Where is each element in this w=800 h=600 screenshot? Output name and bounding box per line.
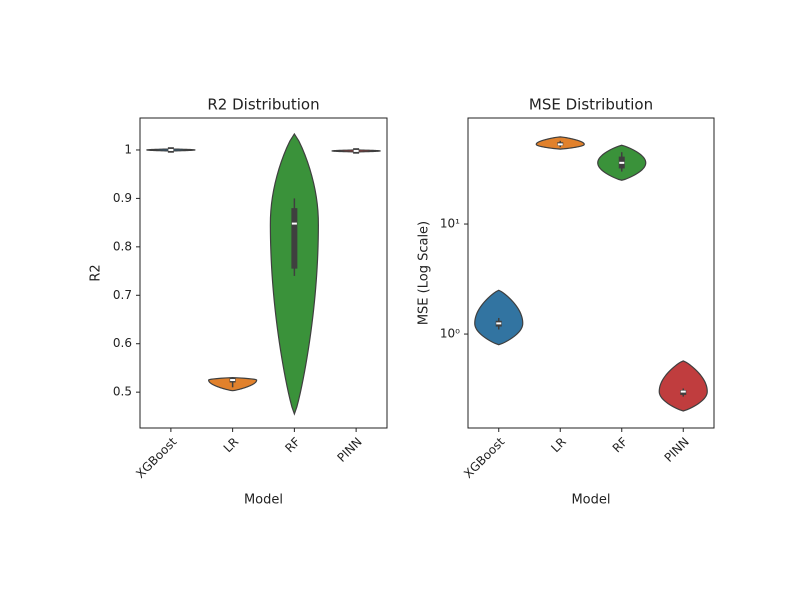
- x-tick-label: XGBoost: [133, 434, 179, 480]
- y-axis-label: R2: [89, 264, 104, 281]
- violin: [474, 289, 524, 346]
- x-axis-label: Model: [244, 493, 283, 508]
- x-tick-label: RF: [610, 435, 631, 456]
- x-tick-label: LR: [548, 435, 569, 456]
- x-tick-label: LR: [221, 435, 242, 456]
- y-tick-label: 0.6: [113, 336, 132, 350]
- chart-title: R2 Distribution: [207, 96, 319, 114]
- y-axis-label: MSE (Log Scale): [417, 221, 432, 325]
- x-tick-label: XGBoost: [461, 434, 507, 480]
- x-tick-label: PINN: [662, 435, 692, 465]
- y-tick-label: 0.5: [113, 385, 132, 399]
- x-axis-label: Model: [571, 493, 610, 508]
- y-tick-label: 0.8: [113, 239, 132, 253]
- y-tick-label: 0.7: [113, 288, 132, 302]
- axes-frame: [139, 117, 388, 429]
- y-tick-label: 10⁰: [440, 327, 460, 341]
- violin: [658, 360, 708, 412]
- y-tick-label: 10¹: [440, 217, 460, 231]
- y-tick-label: 1: [124, 142, 132, 156]
- x-tick-label: PINN: [335, 435, 365, 465]
- y-tick-label: 0.9: [113, 191, 132, 205]
- axes-frame: [467, 117, 715, 429]
- chart-title: MSE Distribution: [529, 96, 653, 114]
- x-tick-label: RF: [282, 435, 303, 456]
